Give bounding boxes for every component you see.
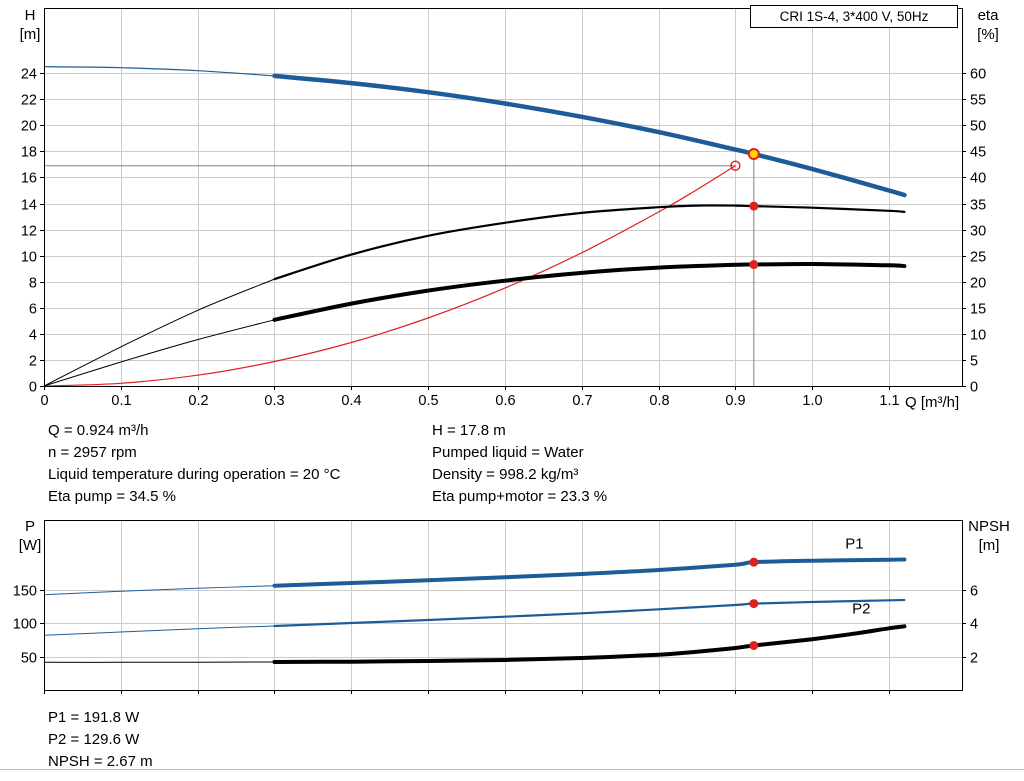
p-axis-title: P [W]: [12, 517, 48, 555]
h-axis-title-line1: H: [24, 7, 36, 24]
tick-label-left: 6: [29, 302, 37, 318]
tick-label-left: 16: [21, 171, 37, 187]
p1-curve-label: P1: [845, 536, 863, 553]
h-axis-title: H [m]: [12, 6, 48, 44]
h-axis-title-line2: [m]: [19, 26, 41, 43]
eta-axis-title-line1: eta: [977, 7, 999, 24]
tick-label-right: 2: [970, 651, 978, 667]
tick-label-right: 15: [970, 302, 986, 318]
tick-label-left: 24: [21, 67, 37, 83]
tick-label-right: 60: [970, 67, 986, 83]
tick-label-left: 8: [29, 276, 37, 292]
curve-head: [272, 73, 907, 198]
tick-label-left: 22: [21, 93, 37, 109]
tick-label-right: 0: [970, 380, 978, 396]
marker-p1-point: [749, 557, 759, 567]
npsh-axis-title: NPSH [m]: [960, 517, 1018, 555]
marker-npsh-point: [749, 641, 759, 650]
readout-eta-pump: Eta pump = 34.5 %: [48, 488, 176, 505]
tick-label-right: 55: [970, 93, 986, 109]
q-axis-title: Q [m³/h]: [905, 394, 960, 411]
tick-label-x: 1.1: [879, 393, 899, 409]
tick-label-x: 0.7: [572, 393, 592, 409]
readout-npsh: NPSH = 2.67 m: [48, 753, 153, 770]
curve-eta-pump-motor-min-flow: [43, 319, 275, 387]
curve-eta-pump-motor: [272, 261, 907, 322]
marker-p2-point: [749, 599, 759, 609]
readout-p1: P1 = 191.8 W: [48, 709, 140, 726]
tick-label-left: 2: [29, 354, 37, 370]
tick-label-left: 20: [21, 119, 37, 135]
tick-label-right: 35: [970, 198, 986, 214]
tick-label-x: 0.9: [725, 393, 745, 409]
tick-label-right: 25: [970, 250, 986, 266]
tick-label-right: 30: [970, 224, 986, 240]
curve-p1: [272, 557, 907, 588]
tick-label-x: 0: [40, 393, 48, 409]
readout-liquid-temp: Liquid temperature during operation = 20…: [48, 466, 341, 483]
p2-curve-label: P2: [852, 600, 870, 617]
tick-label-x: 1.0: [802, 393, 822, 409]
readout-right-column: H = 17.8 m Pumped liquid = Water Density…: [432, 420, 607, 508]
marker-specified-duty-point: [730, 160, 741, 171]
curve-eta-pump: [273, 204, 906, 281]
tick-label-x: 0.6: [495, 393, 515, 409]
eta-axis-title-line2: [%]: [977, 26, 999, 43]
readout-p2: P2 = 129.6 W: [48, 731, 140, 748]
tick-label-right: 40: [970, 171, 986, 187]
readout-density: Density = 998.2 kg/m³: [432, 466, 579, 483]
readout-left-column: Q = 0.924 m³/h n = 2957 rpm Liquid tempe…: [48, 420, 340, 508]
tick-label-left: 100: [13, 617, 37, 633]
tick-label-left: 150: [13, 584, 37, 600]
curve-eta-pump-min-flow: [43, 278, 275, 387]
curve-p2-min-flow: [43, 625, 275, 636]
marker-eta-pump-motor-point: [749, 260, 759, 270]
plot-frame: [44, 520, 963, 691]
marker-duty-point[interactable]: [747, 147, 760, 160]
tick-label-left: 50: [21, 651, 37, 667]
pump-title: CRI 1S-4, 3*400 V, 50Hz: [779, 9, 929, 24]
curve-p1-min-flow: [43, 585, 275, 596]
curve-npsh: [272, 624, 907, 664]
tick-label-left: 0: [29, 380, 37, 396]
tick-label-right: 20: [970, 276, 986, 292]
tick-label-x: 0.4: [341, 393, 361, 409]
bottom-divider: [0, 769, 1024, 770]
readout-q: Q = 0.924 m³/h: [48, 422, 149, 439]
readout-power-column: P1 = 191.8 W P2 = 129.6 W NPSH = 2.67 m: [48, 707, 153, 773]
readout-eta-pump-motor: Eta pump+motor = 23.3 %: [432, 488, 608, 505]
tick-label-right: 10: [970, 328, 986, 344]
tick-label-x: 0.1: [111, 393, 131, 409]
readout-h: H = 17.8 m: [432, 422, 506, 439]
eta-axis-title: eta [%]: [964, 6, 1012, 44]
tick-label-right: 6: [970, 584, 978, 600]
tick-label-right: 4: [970, 617, 978, 633]
tick-label-x: 0.8: [649, 393, 669, 409]
tick-label-right: 50: [970, 119, 986, 135]
tick-label-right: 45: [970, 145, 986, 161]
npsh-axis-title-line1: NPSH: [968, 518, 1010, 535]
tick-label-left: 10: [21, 250, 37, 266]
curve-system-curve: [43, 165, 736, 387]
tick-label-left: 12: [21, 224, 37, 240]
tick-label-left: 18: [21, 145, 37, 161]
tick-label-left: 4: [29, 328, 37, 344]
tick-label-left: 14: [21, 198, 37, 214]
tick-label-x: 0.5: [418, 393, 438, 409]
readout-speed: n = 2957 rpm: [48, 444, 137, 461]
tick-label-x: 0.2: [188, 393, 208, 409]
pump-title-box: CRI 1S-4, 3*400 V, 50Hz: [750, 5, 958, 28]
p-axis-title-line2: [W]: [18, 537, 42, 554]
curve-head-min-flow: [43, 66, 275, 77]
marker-eta-pump-point: [749, 201, 759, 211]
plot-frame: [44, 8, 963, 387]
tick-label-x: 0.3: [264, 393, 284, 409]
curve-p2: [273, 598, 906, 628]
p-axis-title-line1: P: [24, 518, 35, 535]
readout-pumped-liquid: Pumped liquid = Water: [432, 444, 584, 461]
tick-label-right: 5: [970, 354, 978, 370]
npsh-axis-title-line2: [m]: [978, 537, 1000, 554]
